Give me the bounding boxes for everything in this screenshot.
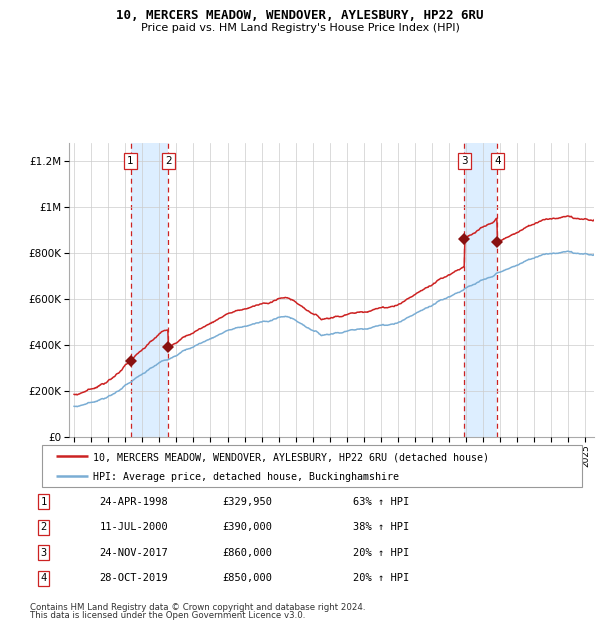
Text: £850,000: £850,000 [222,574,272,583]
Text: 1: 1 [40,497,47,507]
Text: £860,000: £860,000 [222,547,272,558]
Text: 3: 3 [40,547,47,558]
Text: 10, MERCERS MEADOW, WENDOVER, AYLESBURY, HP22 6RU: 10, MERCERS MEADOW, WENDOVER, AYLESBURY,… [116,9,484,22]
Text: Contains HM Land Registry data © Crown copyright and database right 2024.: Contains HM Land Registry data © Crown c… [30,603,365,613]
Text: 11-JUL-2000: 11-JUL-2000 [100,522,168,532]
Text: 10, MERCERS MEADOW, WENDOVER, AYLESBURY, HP22 6RU (detached house): 10, MERCERS MEADOW, WENDOVER, AYLESBURY,… [94,452,490,462]
Text: £390,000: £390,000 [222,522,272,532]
Text: 38% ↑ HPI: 38% ↑ HPI [353,522,409,532]
Text: 3: 3 [461,156,468,166]
Bar [131,143,169,437]
Text: 4: 4 [494,156,500,166]
Text: Price paid vs. HM Land Registry's House Price Index (HPI): Price paid vs. HM Land Registry's House … [140,23,460,33]
Text: 28-OCT-2019: 28-OCT-2019 [100,574,168,583]
Text: 2: 2 [165,156,172,166]
Text: HPI: Average price, detached house, Buckinghamshire: HPI: Average price, detached house, Buck… [94,472,400,482]
Text: 24-NOV-2017: 24-NOV-2017 [100,547,168,558]
Text: £329,950: £329,950 [222,497,272,507]
FancyBboxPatch shape [42,445,582,487]
Text: This data is licensed under the Open Government Licence v3.0.: This data is licensed under the Open Gov… [30,611,305,620]
Text: 20% ↑ HPI: 20% ↑ HPI [353,547,409,558]
Bar [464,143,497,437]
Text: 20% ↑ HPI: 20% ↑ HPI [353,574,409,583]
Text: 63% ↑ HPI: 63% ↑ HPI [353,497,409,507]
Text: 24-APR-1998: 24-APR-1998 [100,497,168,507]
Text: 4: 4 [40,574,47,583]
Text: 1: 1 [127,156,134,166]
Text: 2: 2 [40,522,47,532]
